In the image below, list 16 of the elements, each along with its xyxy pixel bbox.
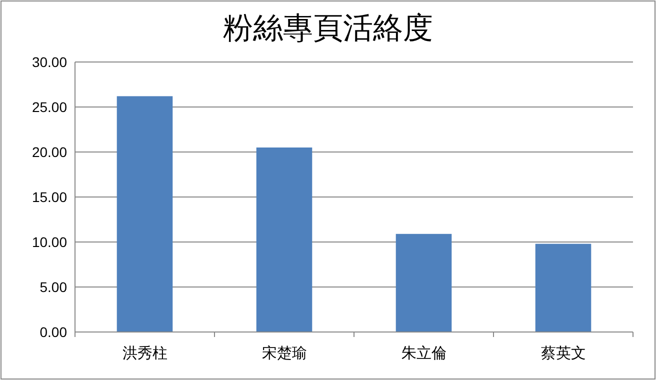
y-tick-label: 30.00: [32, 54, 68, 70]
bar: [396, 234, 452, 332]
x-tick-label: 洪秀柱: [122, 345, 168, 362]
y-tick-label: 0.00: [40, 324, 68, 340]
x-tick-label: 宋楚瑜: [262, 345, 307, 362]
x-tick-label: 蔡英文: [540, 345, 586, 362]
y-tick-label: 15.00: [32, 189, 68, 205]
y-tick-label: 20.00: [32, 144, 68, 160]
chart-title: 粉絲專頁活絡度: [223, 12, 433, 45]
y-tick-label: 5.00: [40, 279, 68, 295]
x-tick-label: 朱立倫: [401, 345, 446, 362]
bar: [535, 244, 592, 332]
y-tick-label: 25.00: [32, 99, 68, 115]
y-tick-label: 10.00: [32, 234, 68, 250]
bar: [116, 96, 173, 332]
bar: [256, 148, 312, 332]
